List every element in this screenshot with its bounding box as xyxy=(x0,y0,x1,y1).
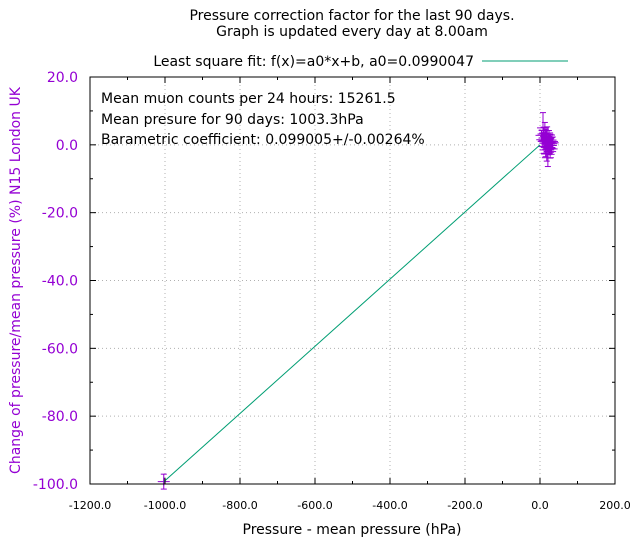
y-tick-label: -40.0 xyxy=(42,274,78,290)
y-tick-label: -80.0 xyxy=(42,409,78,425)
annotation-barometric-coefficient: Barametric coefficient: 0.099005+/-0.002… xyxy=(101,132,425,148)
annotation-mean-pressure: Mean presure for 90 days: 1003.3hPa xyxy=(101,112,364,128)
x-axis-label: Pressure - mean pressure (hPa) xyxy=(243,522,462,538)
x-tick-label: 200.0 xyxy=(599,499,631,512)
x-tick-label: 0.0 xyxy=(531,499,549,512)
x-tick-label: -1000.0 xyxy=(144,499,186,512)
y-tick-label: -20.0 xyxy=(42,206,78,222)
x-tick-label: -600.0 xyxy=(297,499,332,512)
fit-line xyxy=(163,144,541,483)
x-tick-label: -800.0 xyxy=(222,499,257,512)
chart-title-line-1: Pressure correction factor for the last … xyxy=(189,8,514,24)
x-tick-label: -400.0 xyxy=(372,499,407,512)
y-tick-label: -100.0 xyxy=(33,477,78,493)
y-tick-labels: 20.0 0.0 -20.0 -40.0 -60.0 -80.0 -100.0 xyxy=(33,70,78,493)
legend-label: Least square fit: f(x)=a0*x+b, a0=0.0990… xyxy=(153,54,474,70)
y-axis-label: Change of pressure/mean pressure (%) N15… xyxy=(8,86,24,474)
data-series xyxy=(157,112,559,490)
data-point xyxy=(546,134,558,149)
y-tick-label: -60.0 xyxy=(42,341,78,357)
y-tick-label: 20.0 xyxy=(47,70,78,86)
annotation-mean-muon: Mean muon counts per 24 hours: 15261.5 xyxy=(101,91,396,107)
data-point xyxy=(546,136,559,150)
x-tick-label: -200.0 xyxy=(447,499,482,512)
x-tick-label: -1200.0 xyxy=(69,499,111,512)
y-tick-label: 0.0 xyxy=(56,138,78,154)
chart-title-line-2: Graph is updated every day at 8.00am xyxy=(216,24,488,40)
axis-ticks xyxy=(89,76,616,485)
x-tick-labels: -1200.0 -1000.0 -800.0 -600.0 -400.0 -200.0 0.… xyxy=(69,499,631,512)
